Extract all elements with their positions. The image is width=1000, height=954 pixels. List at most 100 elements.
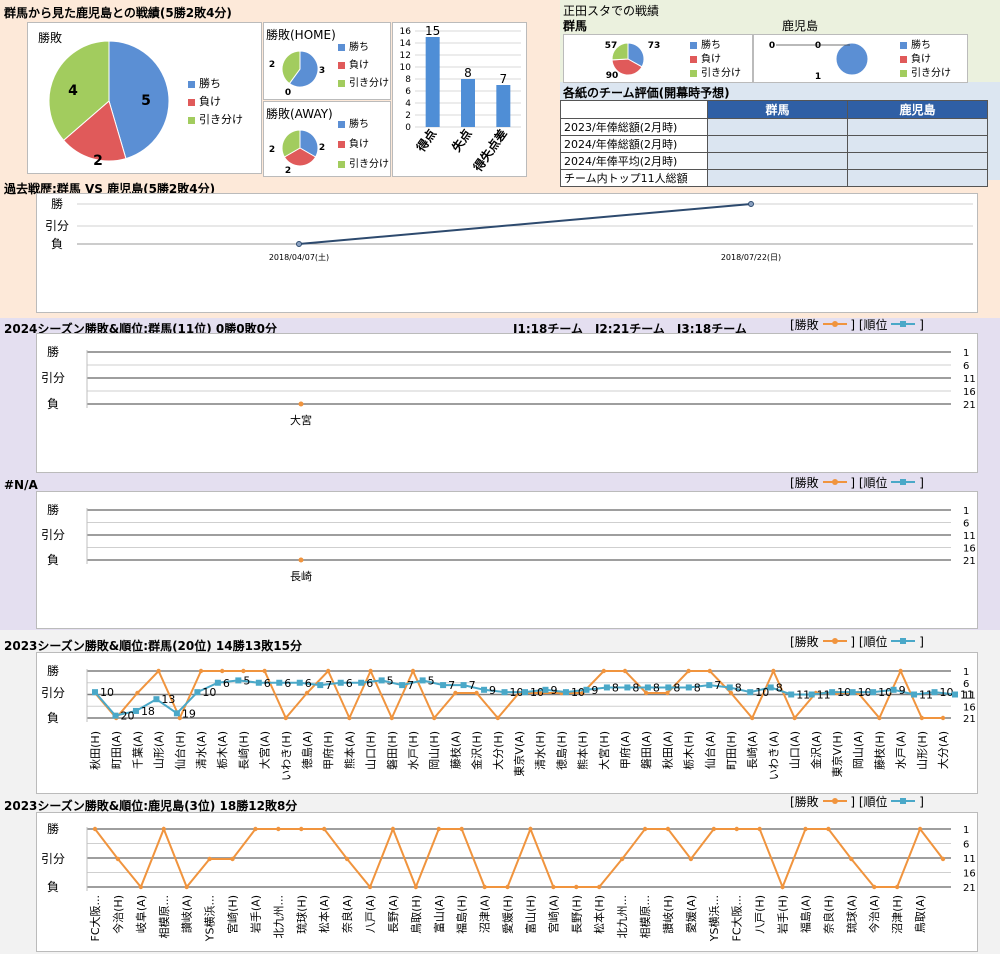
season-rank-point — [235, 677, 242, 684]
eval-title: 各紙のチーム評価(開幕時予想) — [563, 86, 730, 100]
eval-row-label: 2024/年俸平均(2月時) — [560, 152, 708, 170]
season-rank-label: 10 — [571, 686, 585, 699]
season-result-point — [619, 856, 625, 862]
season-category-label: 山口(H) — [365, 731, 378, 770]
season-rank-point — [112, 712, 119, 719]
eval-cell — [847, 169, 988, 187]
season-rank-tick: 21 — [963, 714, 976, 725]
season-result-point — [410, 668, 416, 674]
eval-cell — [707, 118, 848, 136]
season-category-label: 金沢(A) — [809, 731, 823, 769]
season-rank-point — [603, 684, 610, 691]
season-rank-point — [931, 689, 938, 696]
orange-line-icon — [822, 479, 847, 485]
season-y-label: 負 — [47, 397, 59, 411]
season-y-label: 勝 — [47, 344, 59, 359]
legend-rank-label: ] [順位 — [850, 795, 888, 809]
season-category-label: 仙台(A) — [703, 731, 717, 769]
legend-result-label: [勝敗 — [790, 318, 819, 332]
season-category-label: 岩手(H) — [776, 895, 790, 934]
season-category-label: YS横浜... — [203, 895, 217, 942]
season-category-label: 鳥取(H) — [409, 895, 423, 934]
season-rank-label: 6 — [284, 677, 291, 690]
s2023-gunma-box: 勝引分負 1 6 11 16 21 10 20 18 13 19 10 6 5 6 6 6 7 6 6 5 7 5 7 7 9 10… — [36, 652, 978, 794]
season-result-point — [574, 884, 579, 890]
legend-close-label: ] — [919, 318, 924, 332]
season-category-label: 岐阜(A) — [135, 895, 148, 933]
pie-slice-win — [288, 50, 319, 88]
season-result-point — [707, 668, 712, 674]
pie-main-title: 勝敗 — [38, 31, 63, 45]
season-category-label: いわき(H) — [280, 731, 293, 781]
season-result-point — [757, 826, 762, 832]
season-y-label: 勝 — [47, 821, 59, 836]
season-result-point — [940, 856, 946, 862]
season-rank-point — [440, 682, 447, 689]
season-rank-tick: 6 — [963, 679, 969, 690]
season-y-label: 勝 — [47, 502, 59, 517]
eval-row-label: 2024/年俸総額(2月時) — [560, 135, 708, 153]
season-result-point — [299, 826, 304, 832]
season-rank-label: 7 — [714, 679, 721, 692]
stad1-legend-lose: 負け — [690, 50, 721, 65]
season-result-line — [94, 826, 944, 890]
season-category-label: 山形(A) — [153, 731, 166, 769]
season-category-label: 沼津(H) — [890, 895, 904, 934]
away-legend-lose-label: 負け — [349, 139, 369, 150]
season-category-label: 仙台(H) — [173, 731, 187, 770]
legend-result-label: [勝敗 — [790, 635, 819, 649]
season-result-point — [326, 668, 331, 674]
eval-row: チーム内トップ11人総額 — [560, 169, 988, 187]
season-result-point — [253, 826, 258, 832]
season-rank-label: 11 — [960, 689, 974, 702]
season-result-point — [644, 690, 649, 696]
season-rank-label: 7 — [469, 679, 476, 692]
pie-value-draw: 2 — [269, 145, 275, 155]
stadium-team2: 鹿児島 — [782, 19, 819, 33]
season-rank-point — [194, 689, 201, 696]
season-result-point — [321, 826, 327, 832]
season-rank-tick: 16 — [963, 702, 976, 713]
season-rank-tick: 11 — [963, 854, 976, 865]
eval-corner-cell — [560, 100, 708, 119]
stadium-team2-pie: 1 0 0 — [769, 41, 869, 82]
season-result-point — [528, 826, 533, 832]
legend-win: 勝ち — [188, 75, 221, 91]
season-result-point — [734, 826, 739, 832]
season-result-point — [898, 668, 903, 674]
season-result-point — [849, 856, 854, 862]
eval-col-team2: 鹿児島 — [847, 100, 988, 119]
season-rank-label: 6 — [305, 677, 312, 690]
season-result-point — [642, 826, 648, 832]
score-bar-chart: 0 2 4 6 8 10 12 14 16 15 得点 8 失点 7 得失点差 — [400, 24, 521, 175]
season-rank-point — [337, 679, 344, 686]
history-y-label: 引分 — [45, 219, 69, 233]
season-result-point — [894, 884, 900, 890]
win-swatch-icon — [338, 120, 345, 128]
teal-line-icon — [891, 321, 916, 327]
season-rank-point — [542, 686, 549, 693]
season-rank-label: 8 — [694, 681, 701, 694]
season-rank-point — [726, 684, 733, 691]
season-result-point — [728, 690, 734, 696]
season-category-label: 北九州... — [616, 895, 629, 939]
pie-slice-draw — [281, 129, 301, 158]
season-rank-label: 5 — [387, 674, 394, 687]
season-rank-label: 8 — [776, 681, 783, 694]
season-rank-tick: 11 — [963, 374, 976, 385]
bar-category-label: 得失点差 — [469, 126, 509, 175]
season-category-label: 千葉(A) — [130, 731, 144, 769]
pie-home-chart: 3 0 2 — [269, 50, 325, 97]
season-opponent-label: 大宮 — [290, 413, 312, 427]
season-rank-label: 5 — [428, 674, 435, 687]
season-rank-label: 7 — [448, 679, 455, 692]
season-rank-point — [870, 689, 877, 696]
season-category-label: 大宮(A) — [258, 731, 272, 769]
season-rank-label: 10 — [100, 686, 114, 699]
season-rank-label: 6 — [264, 677, 271, 690]
season-rank-label: 6 — [346, 677, 353, 690]
season-rank-point — [685, 684, 692, 691]
eval-cell — [847, 118, 988, 136]
teal-line-icon — [891, 479, 916, 485]
season-rank-point — [399, 682, 406, 689]
